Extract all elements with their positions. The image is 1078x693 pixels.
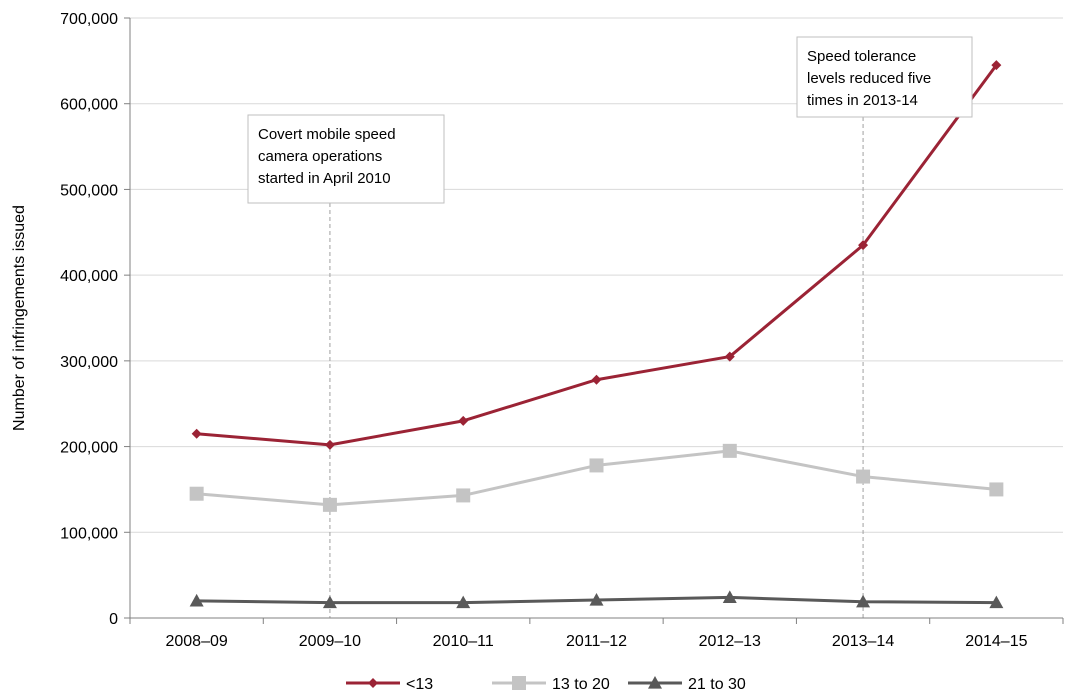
annotations: Covert mobile speed camera operations star… bbox=[247, 36, 973, 204]
data-point bbox=[858, 240, 869, 251]
y-tick-labels: 0 100,000 200,000 300,000 400,000 500,000 600,… bbox=[60, 11, 118, 628]
series-1 bbox=[191, 60, 1002, 450]
data-point bbox=[589, 458, 604, 473]
data-point bbox=[189, 486, 204, 501]
legend-item: 21 to 30 bbox=[628, 676, 746, 693]
series-2 bbox=[189, 443, 1004, 512]
data-point bbox=[856, 594, 871, 608]
data-point bbox=[322, 497, 337, 512]
data-point bbox=[368, 678, 378, 688]
data-point bbox=[724, 351, 735, 362]
series-3 bbox=[189, 590, 1004, 609]
x-tick-label: 2014–15 bbox=[965, 633, 1027, 650]
annotation-text: times in 2013-14 bbox=[807, 92, 918, 109]
axes bbox=[129, 18, 1063, 619]
annotation-box bbox=[247, 114, 445, 204]
data-point bbox=[189, 593, 204, 607]
x-tick-label: 2008–09 bbox=[165, 633, 227, 650]
data-point bbox=[322, 595, 337, 609]
y-tick-label: 0 bbox=[109, 611, 118, 628]
y-tick-label: 300,000 bbox=[60, 354, 118, 371]
legend-label: 21 to 30 bbox=[688, 676, 746, 693]
data-point bbox=[722, 590, 737, 604]
x-tick-label: 2012–13 bbox=[699, 633, 761, 650]
y-tick-label: 200,000 bbox=[60, 440, 118, 457]
data-point bbox=[512, 676, 526, 690]
data-point bbox=[191, 428, 202, 439]
x-tick-label: 2009–10 bbox=[299, 633, 361, 650]
data-point bbox=[989, 482, 1004, 497]
y-tick-label: 400,000 bbox=[60, 268, 118, 285]
legend-label: <13 bbox=[406, 676, 433, 693]
y-tick-label: 700,000 bbox=[60, 11, 118, 28]
y-axis-title: Number of infringements issued bbox=[11, 205, 28, 431]
annotation-text: Covert mobile speed bbox=[258, 126, 396, 143]
annotation-text: Speed tolerance bbox=[807, 48, 916, 65]
legend-item: 13 to 20 bbox=[492, 676, 610, 693]
annotation-box bbox=[796, 36, 973, 118]
y-tick-label: 500,000 bbox=[60, 182, 118, 199]
x-tick-label: 2013–14 bbox=[832, 633, 894, 650]
data-point bbox=[591, 374, 602, 385]
y-tick-label: 100,000 bbox=[60, 525, 118, 542]
annotation-text: levels reduced five bbox=[807, 70, 931, 87]
data-point bbox=[722, 443, 737, 458]
legend: <13 13 to 20 21 to 30 bbox=[346, 676, 746, 693]
x-tick-label: 2011–12 bbox=[566, 633, 627, 650]
data-point bbox=[456, 488, 471, 503]
gridlines bbox=[124, 17, 1064, 624]
data-point bbox=[589, 593, 604, 606]
data-point bbox=[991, 60, 1002, 71]
data-point bbox=[458, 415, 469, 426]
x-tick-label: 2010–11 bbox=[433, 633, 494, 650]
annotation-guides bbox=[329, 117, 864, 618]
y-tick-label: 600,000 bbox=[60, 97, 118, 114]
series bbox=[189, 60, 1004, 609]
data-point bbox=[989, 595, 1004, 609]
legend-label: 13 to 20 bbox=[552, 676, 610, 693]
annotation-text: camera operations bbox=[258, 148, 382, 165]
annotation-text: started in April 2010 bbox=[258, 170, 391, 187]
data-point bbox=[324, 439, 335, 450]
data-point bbox=[648, 676, 662, 689]
data-point bbox=[856, 469, 871, 484]
legend-item: <13 bbox=[346, 676, 433, 693]
data-point bbox=[456, 595, 471, 609]
x-tick-labels: 2008–09 2009–10 2010–11 2011–12 2012–13 2013–… bbox=[165, 633, 1027, 650]
